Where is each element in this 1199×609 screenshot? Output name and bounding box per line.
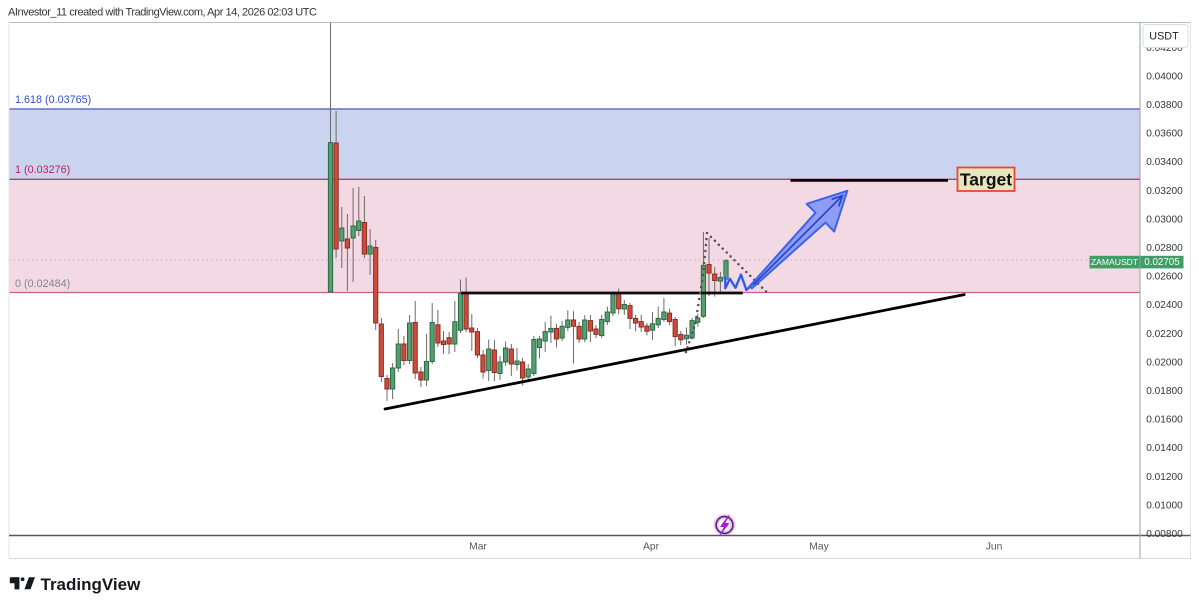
svg-text:0.02400: 0.02400 — [1146, 300, 1183, 311]
svg-text:ZAMAUSDT: ZAMAUSDT — [1091, 257, 1139, 267]
svg-text:0.03600: 0.03600 — [1146, 129, 1183, 140]
svg-text:0.00800: 0.00800 — [1146, 529, 1183, 540]
svg-text:0.03800: 0.03800 — [1146, 100, 1183, 111]
svg-text:May: May — [809, 542, 829, 553]
svg-text:0.02705: 0.02705 — [1144, 257, 1180, 268]
svg-text:0.04200: 0.04200 — [1146, 43, 1183, 54]
svg-text:0.03400: 0.03400 — [1146, 157, 1183, 168]
svg-text:1.618 (0.03765): 1.618 (0.03765) — [15, 94, 91, 106]
svg-text:Jun: Jun — [986, 542, 1003, 553]
svg-text:0.02800: 0.02800 — [1146, 243, 1183, 254]
svg-text:Apr: Apr — [643, 542, 660, 553]
svg-text:0.03000: 0.03000 — [1146, 214, 1183, 225]
svg-text:0.02600: 0.02600 — [1146, 272, 1183, 283]
svg-text:0.01200: 0.01200 — [1146, 472, 1183, 483]
svg-text:0.04000: 0.04000 — [1146, 71, 1183, 82]
svg-text:TradingView: TradingView — [41, 575, 142, 594]
svg-text:0 (0.02484): 0 (0.02484) — [15, 278, 70, 290]
svg-text:Target: Target — [960, 170, 1012, 190]
svg-text:1 (0.03276): 1 (0.03276) — [15, 164, 70, 176]
svg-text:0.01800: 0.01800 — [1146, 386, 1183, 397]
svg-text:USDT: USDT — [1149, 31, 1179, 43]
svg-text:0.01400: 0.01400 — [1146, 443, 1183, 454]
svg-text:0.03200: 0.03200 — [1146, 186, 1183, 197]
svg-text:0.02000: 0.02000 — [1146, 357, 1183, 368]
svg-text:0.01000: 0.01000 — [1146, 500, 1183, 511]
svg-text:0.01600: 0.01600 — [1146, 415, 1183, 426]
svg-text:0.02200: 0.02200 — [1146, 329, 1183, 340]
svg-text:Mar: Mar — [469, 542, 487, 553]
svg-text:AInvestor_11 created with Trad: AInvestor_11 created with TradingView.co… — [8, 7, 317, 19]
